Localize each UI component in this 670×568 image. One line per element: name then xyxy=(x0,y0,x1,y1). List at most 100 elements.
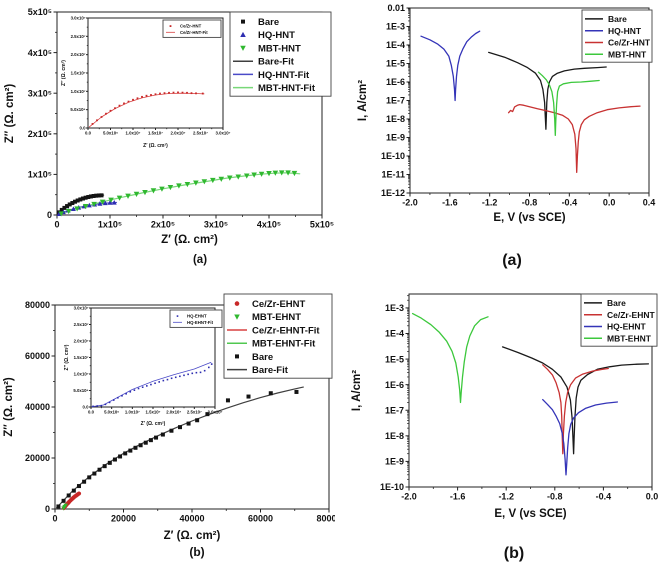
legend-label: HQ-HNT xyxy=(608,26,642,36)
series-Ce/Zr-HNT xyxy=(507,103,641,174)
marker-square xyxy=(186,421,191,426)
marker-square xyxy=(83,195,88,200)
panel-nyquist-ehnt: 0 20000 40000 60000 80000 0 20000 40000 60000 800… xyxy=(3,293,335,559)
marker-square xyxy=(154,382,156,385)
marker-square xyxy=(104,403,107,406)
x-tick-label: 3x10⁵ xyxy=(204,220,228,230)
y-axis-title: I, A/cm² xyxy=(351,370,363,411)
marker-square xyxy=(268,391,273,396)
x-tick-label: 20000 xyxy=(111,514,136,524)
marker-square xyxy=(97,467,102,472)
marker-square xyxy=(199,371,202,374)
marker-square xyxy=(137,387,140,390)
marker-square xyxy=(145,94,148,97)
series-Ce/Zr-EHNT xyxy=(542,364,609,455)
marker-square xyxy=(96,193,101,198)
y-tick-label: 1E-6 xyxy=(385,380,404,390)
x-axis-title: Z′ (Ω. cm²) xyxy=(164,530,221,542)
marker-triangle-up xyxy=(86,202,92,208)
legend-label: MBT-EHNT-Fit xyxy=(252,339,316,350)
series-Ce/Zr-HNT xyxy=(91,91,204,125)
x-tick-label: 0.0 xyxy=(603,198,616,208)
marker-triangle-down xyxy=(133,191,140,197)
panel-tafel-hnt: -2.0 -1.6 -1.2 -0.8 -0.4 0.0 0.4 0.01 1E-3 1E-4 1E… xyxy=(357,3,655,269)
marker-square xyxy=(294,389,299,394)
marker-triangle-down xyxy=(218,176,225,182)
series-Bare xyxy=(501,346,650,455)
marker-square xyxy=(241,19,245,24)
marker-square xyxy=(91,123,94,125)
y-tick-label: 1E-10 xyxy=(381,151,405,161)
y-axis: 0.0 5.0x10⁶ 1.0x10⁷ 1.5x10⁷ 2.0x10⁷ 2.5x10⁷ 3.… xyxy=(73,306,91,410)
marker-triangle-down xyxy=(63,503,68,508)
marker-square xyxy=(138,443,143,448)
y-tick-label: 20000 xyxy=(25,453,50,463)
legend-label: MBT-EHNT xyxy=(607,333,652,343)
series-Bare xyxy=(57,193,104,215)
marker-square xyxy=(166,378,169,381)
panel-nyquist-hnt: 0 1x10⁵ 2x10⁵ 3x10⁵ 4x10⁵ 5x10⁵ 0 1x10⁵ 2x10⁵ 3x1… xyxy=(4,7,334,266)
marker-square xyxy=(163,92,166,95)
y-tick-label: 0.0 xyxy=(80,126,87,131)
marker-square xyxy=(121,394,123,397)
x-tick-label: 0 xyxy=(54,220,59,230)
legend-label: MBT-HNT-Fit xyxy=(258,83,316,94)
marker-triangle-down xyxy=(272,170,279,176)
x-tick-label: 0.0 xyxy=(85,130,92,135)
marker-square xyxy=(100,404,103,407)
panel-tafel-hnt: -2.0 -1.6 -1.2 -0.8 -0.4 0.0 0.4 0.01 1E-3 1E-4 1E… xyxy=(357,3,655,269)
panel-nyquist-hnt: 0 1x10⁵ 2x10⁵ 3x10⁵ 4x10⁵ 5x10⁵ 0 1x10⁵ 2x10⁵ 3x1… xyxy=(4,7,334,266)
marker-square xyxy=(169,25,172,27)
y-tick-label: 0 xyxy=(47,210,52,220)
marker-square xyxy=(210,363,213,365)
marker-square xyxy=(59,207,64,212)
series-Bare xyxy=(56,389,299,509)
marker-square xyxy=(71,488,76,493)
panel-caption: (b) xyxy=(504,545,524,562)
marker-triangle-down xyxy=(234,314,240,320)
y-tick-label: 1E-3 xyxy=(386,22,405,32)
y-axis-title: I, A/cm² xyxy=(357,80,369,121)
y-tick-label: 5x10⁵ xyxy=(28,7,52,17)
marker-square xyxy=(125,393,127,395)
marker-triangle-down xyxy=(99,199,106,205)
y-tick-label: 2.0x10⁷ xyxy=(71,52,86,57)
y-tick-label: 2x10⁵ xyxy=(28,129,52,139)
marker-square xyxy=(109,109,112,112)
y-tick-label: 1E-3 xyxy=(385,303,404,313)
x-tick-label: 3.0x10⁷ xyxy=(208,409,223,414)
y-tick-label: 1E-5 xyxy=(385,354,404,364)
x-tick-label: -1.2 xyxy=(498,492,514,502)
y-tick-label: 1.0x10⁷ xyxy=(74,372,89,377)
y-tick-label: 1.0x10⁷ xyxy=(71,89,86,94)
legend-label: HQ-EHNT xyxy=(607,322,647,332)
marker-square xyxy=(117,396,119,399)
x-tick-label: 0 xyxy=(52,514,57,524)
marker-square xyxy=(102,464,107,469)
legend: Ce/Zr-EHNT MBT-EHNT Ce/Zr-EHNT-Fit MBT-EHNT… xyxy=(223,293,333,379)
y-tick-label: 0.0 xyxy=(83,405,90,410)
legend-label: HQ-HNT-Fit xyxy=(258,70,310,81)
marker-triangle-down xyxy=(226,175,233,181)
y-tick-label: 3.0x10⁷ xyxy=(71,16,86,21)
x-tick-label: -0.4 xyxy=(562,198,578,208)
x-tick-label: 4x10⁵ xyxy=(257,220,281,230)
x-axis: 0.0 5.0x10⁶ 1.0x10⁷ 1.5x10⁷ 2.0x10⁷ 2.5x10⁷ 3.… xyxy=(88,407,223,414)
marker-square xyxy=(118,454,123,459)
marker-triangle-down xyxy=(176,183,182,189)
x-axis: -2.0 -1.6 -1.2 -0.8 -0.4 0.0 xyxy=(401,487,658,502)
y-tick-label: 1E-7 xyxy=(386,96,405,106)
y-tick-label: 1.5x10⁷ xyxy=(74,355,89,360)
marker-square xyxy=(107,460,112,465)
x-axis: 0 1x10⁵ 2x10⁵ 3x10⁵ 4x10⁵ 5x10⁵ xyxy=(54,215,334,230)
panel-caption: (b) xyxy=(189,545,204,559)
series-MBT-HNT xyxy=(537,71,600,137)
marker-square xyxy=(150,94,152,96)
marker-square xyxy=(183,374,185,377)
marker-square xyxy=(186,91,188,94)
x-tick-label: 1x10⁵ xyxy=(98,220,122,230)
marker-square xyxy=(190,92,193,95)
marker-triangle-down xyxy=(258,171,265,177)
marker-square xyxy=(141,386,144,388)
panel-tafel-ehnt: -2.0 -1.6 -1.2 -0.8 -0.4 0.01E-31E-41E-51E-61… xyxy=(351,293,658,562)
